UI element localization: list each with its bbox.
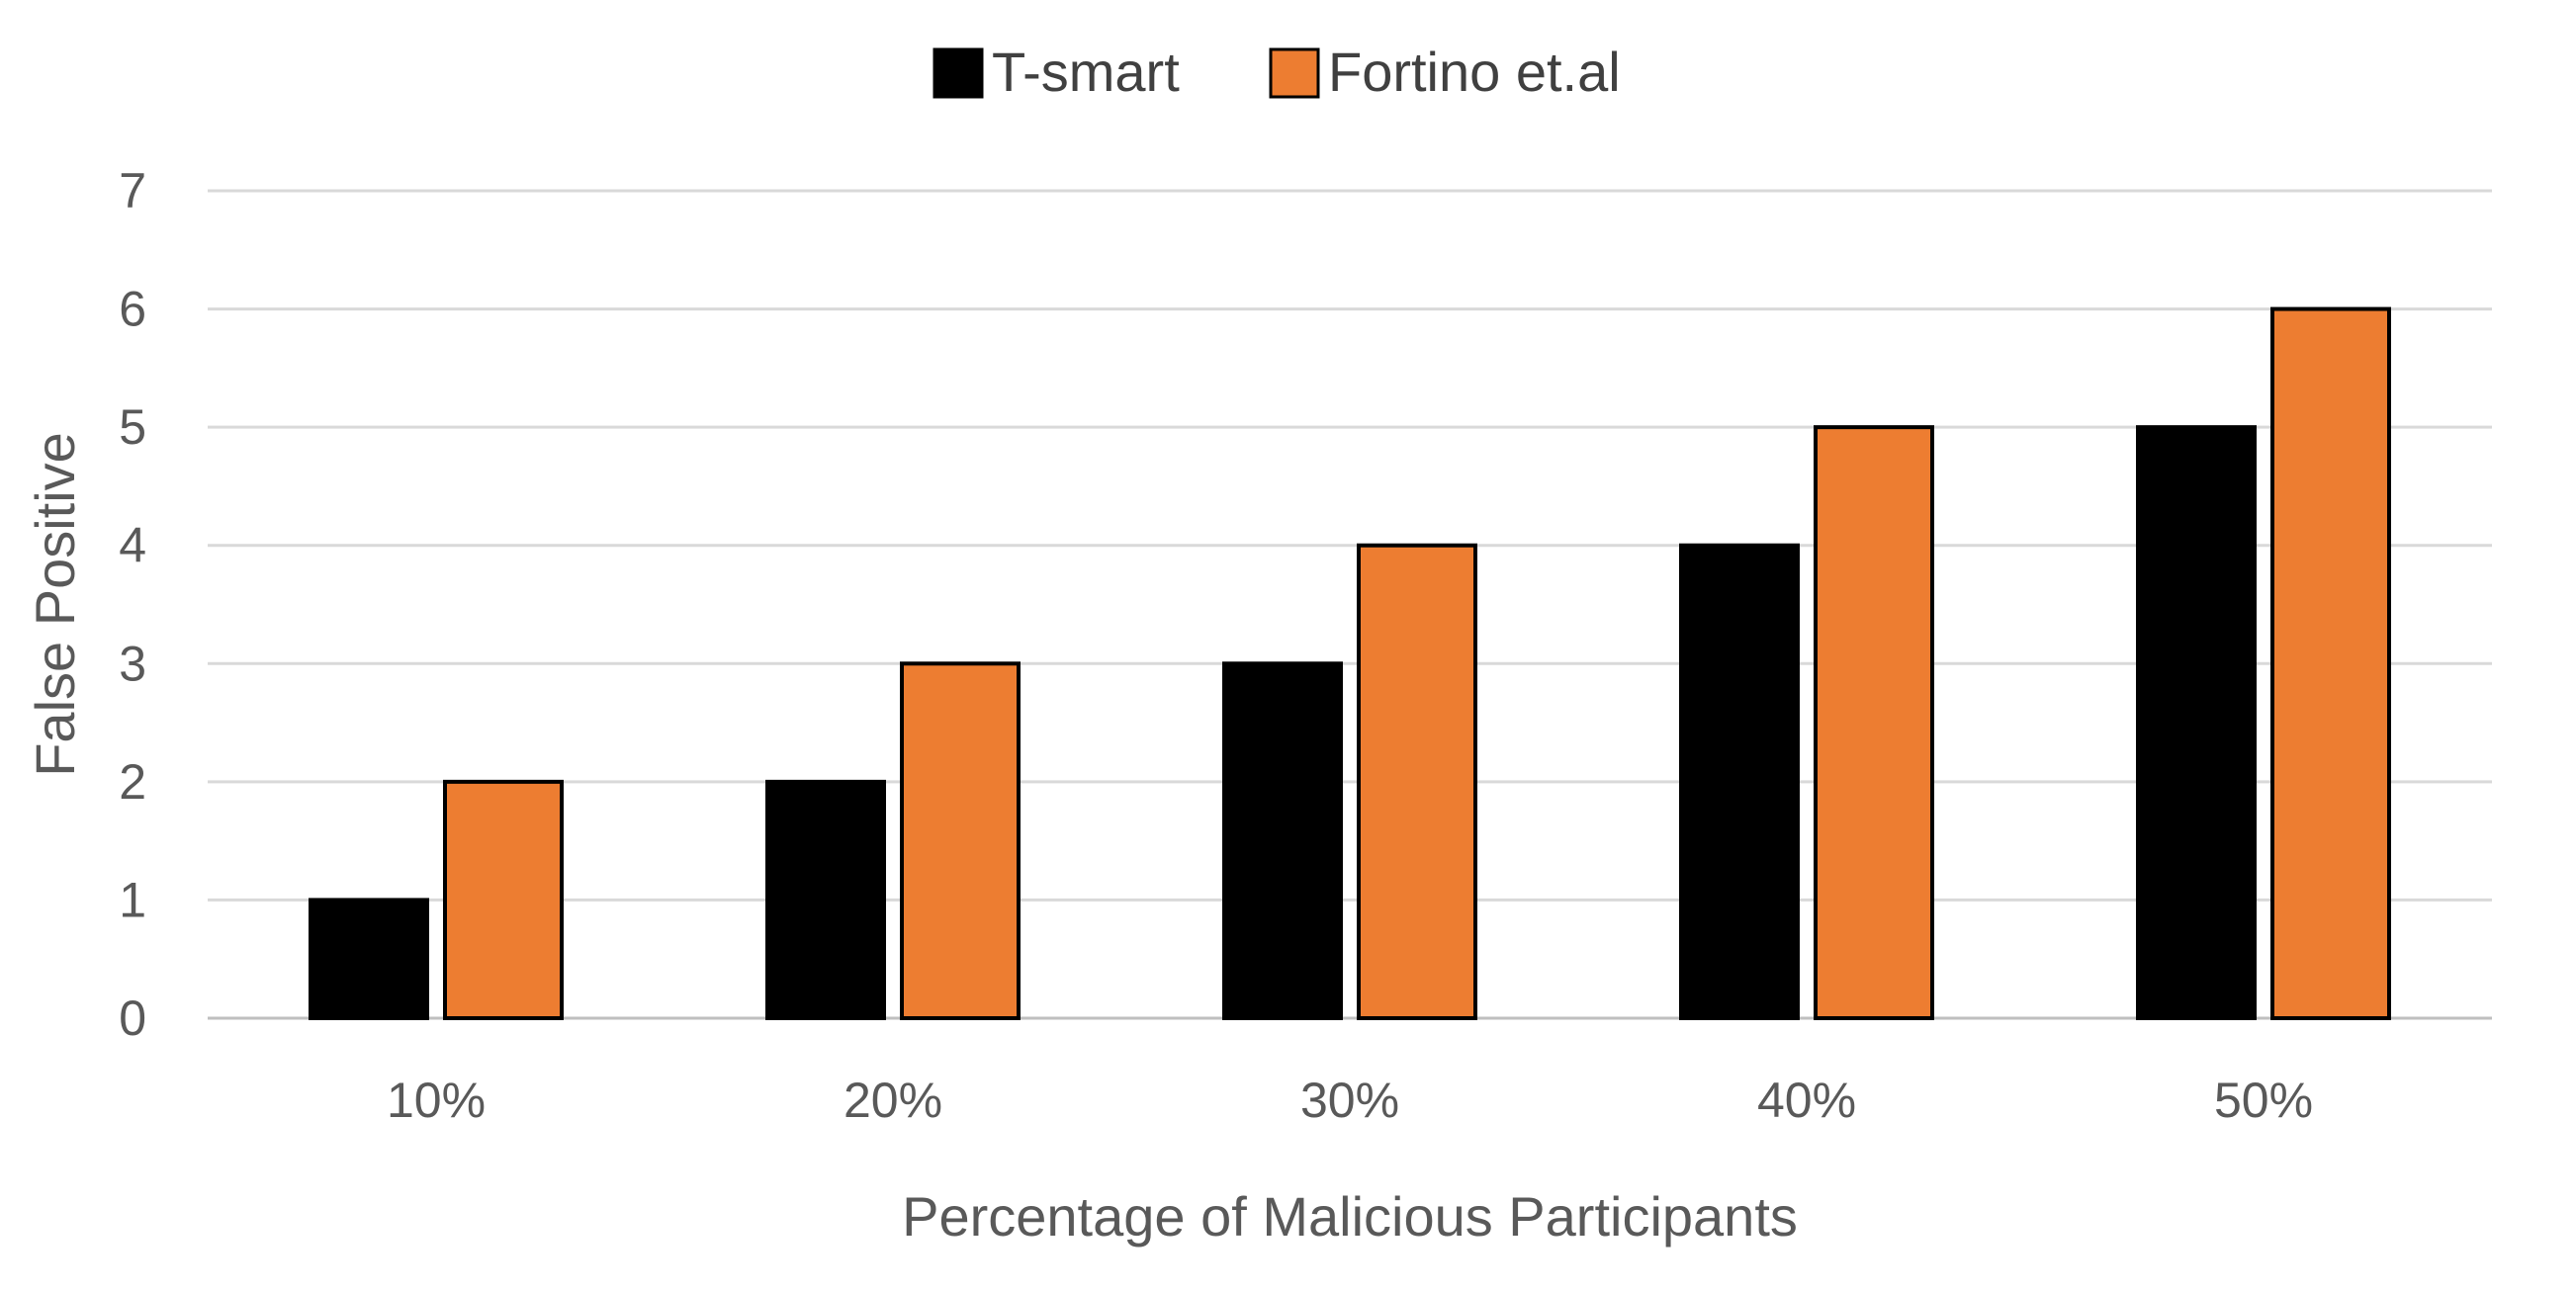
bar-t-smart-3 <box>1222 661 1343 1020</box>
y-tick-label: 1 <box>119 872 146 927</box>
bars <box>309 306 2391 1021</box>
x-axis-ticks: 10% 20% 30% 40% 50% <box>387 1073 2313 1128</box>
x-tick-label: 10% <box>387 1073 486 1128</box>
x-axis-title: Percentage of Malicious Participants <box>902 1185 1798 1248</box>
y-tick-label: 0 <box>119 991 146 1046</box>
y-tick-label: 6 <box>119 282 146 337</box>
bar-t-smart-5 <box>2136 425 2257 1020</box>
bar-fortino-4 <box>1814 425 1934 1020</box>
x-tick-label: 40% <box>1757 1073 1856 1128</box>
legend: T-smart Fortino et.al <box>933 41 1621 103</box>
bar-fortino-1 <box>443 779 564 1020</box>
gridlines <box>208 189 2492 1020</box>
y-axis-title: False Positive <box>24 432 86 777</box>
x-tick-label: 20% <box>844 1073 942 1128</box>
y-axis-ticks: 0 1 2 3 4 5 6 7 <box>119 163 146 1046</box>
x-tick-label: 50% <box>2214 1073 2313 1128</box>
legend-swatch <box>933 47 984 99</box>
bar-t-smart-4 <box>1679 543 1800 1020</box>
legend-swatch <box>1269 47 1320 99</box>
y-tick-label: 7 <box>119 163 146 218</box>
bar-fortino-3 <box>1357 543 1477 1020</box>
bar-t-smart-2 <box>765 779 886 1020</box>
y-tick-label: 2 <box>119 754 146 810</box>
bar-t-smart-1 <box>309 898 429 1021</box>
y-tick-label: 4 <box>119 518 146 573</box>
x-tick-label: 30% <box>1300 1073 1399 1128</box>
bar-fortino-5 <box>2270 306 2391 1021</box>
legend-label: T-smart <box>992 41 1180 103</box>
y-tick-label: 3 <box>119 636 146 691</box>
bar-fortino-2 <box>900 661 1021 1020</box>
y-tick-label: 5 <box>119 399 146 455</box>
legend-label: Fortino et.al <box>1328 41 1621 103</box>
